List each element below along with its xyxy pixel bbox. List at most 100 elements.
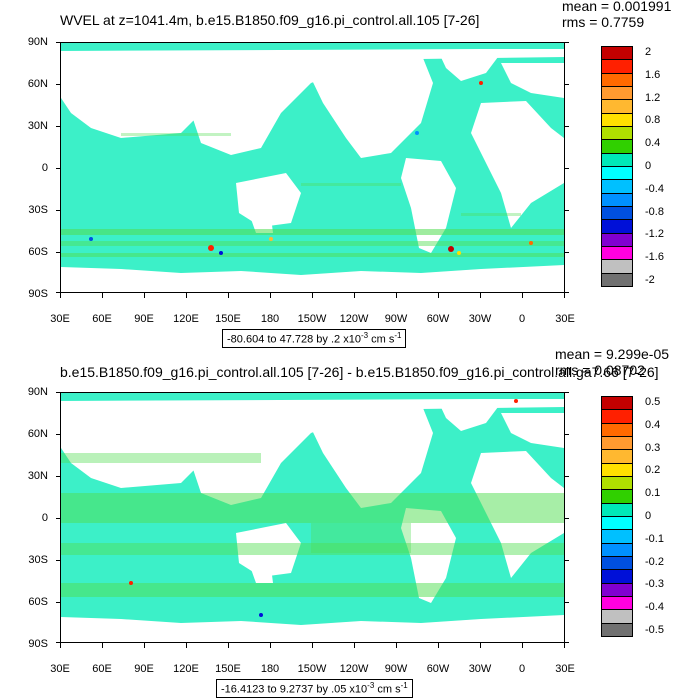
colorbar-label: 1.2	[645, 91, 661, 104]
colorbar-swatch	[601, 449, 633, 464]
lat-tick	[56, 560, 60, 561]
bottom-map-title: b.e15.B1850.f09_g16.pi_control.all.105 […	[60, 364, 659, 380]
lat-label: 0	[41, 512, 48, 524]
lat-tick	[56, 476, 60, 477]
range-unit-exponent: -1	[394, 331, 402, 340]
range-unit: cm s	[368, 333, 395, 346]
lon-label: 30E	[50, 313, 70, 325]
lat-label: 60S	[28, 596, 48, 608]
lon-label: 180	[260, 313, 280, 325]
colorbar-label: -2	[645, 274, 655, 286]
range-text: -16.4123 to 9.2737 by .05 x10	[221, 683, 368, 696]
lon-tick	[144, 643, 145, 648]
lat-label: 60S	[28, 246, 48, 258]
colorbar-swatch	[601, 232, 633, 247]
lat-tick	[56, 392, 60, 393]
lon-tick	[564, 293, 565, 298]
lon-tick	[102, 643, 103, 648]
lat-label: 0	[41, 162, 48, 174]
lon-label: 90W	[384, 313, 408, 325]
top-map-field	[61, 43, 564, 292]
lat-tick	[56, 126, 60, 127]
colorbar-swatch	[601, 409, 633, 424]
lat-tick	[565, 42, 569, 43]
lon-tick	[354, 643, 355, 648]
colorbar-label: 1.6	[645, 68, 661, 81]
colorbar-label: -0.2	[645, 555, 664, 568]
lat-label: 30N	[27, 120, 48, 132]
colorbar-label: 0.5	[645, 396, 661, 408]
colorbar-label: -1.6	[645, 251, 664, 264]
lon-label: 30W	[468, 663, 492, 675]
lon-label: 30W	[468, 313, 492, 325]
colorbar-swatch	[601, 219, 633, 234]
range-text: -80.604 to 47.728 by .2 x10	[227, 333, 361, 346]
colorbar-swatch	[601, 476, 633, 491]
lon-tick	[438, 643, 439, 648]
colorbar-swatch	[601, 516, 633, 531]
lon-tick	[564, 643, 565, 648]
lon-label: 90E	[134, 313, 154, 325]
lat-tick	[565, 560, 569, 561]
lon-tick	[270, 643, 271, 648]
lon-label: 60W	[426, 663, 450, 675]
colorbar-swatch	[601, 126, 633, 141]
colorbar-label: 0.4	[645, 137, 661, 150]
colorbar-label: -0.1	[645, 532, 664, 545]
lon-tick	[396, 643, 397, 648]
colorbar-swatch	[601, 72, 633, 87]
lat-label: 90S	[28, 288, 48, 300]
colorbar-label: -0.8	[645, 205, 664, 218]
colorbar-swatch	[601, 569, 633, 584]
colorbar-swatch	[601, 502, 633, 517]
lon-label: 150W	[297, 313, 327, 325]
lat-tick	[565, 602, 569, 603]
colorbar-swatch	[601, 259, 633, 274]
bottom-contour-range: -16.4123 to 9.2737 by .05 x10-3 cm s-1	[216, 679, 413, 698]
lon-label: 90E	[134, 663, 154, 675]
colorbar-label: -0.5	[645, 624, 664, 636]
lon-tick	[438, 293, 439, 298]
lon-tick	[312, 643, 313, 648]
colorbar-label: 0.1	[645, 487, 661, 500]
lon-tick	[102, 293, 103, 298]
lon-label: 90W	[384, 663, 408, 675]
lon-tick	[480, 643, 481, 648]
range-unit-exponent: -1	[400, 681, 408, 690]
lat-tick	[565, 84, 569, 85]
colorbar-swatch	[601, 206, 633, 221]
range-exponent: -3	[367, 681, 375, 690]
colorbar-swatch	[601, 462, 633, 477]
lat-tick	[56, 42, 60, 43]
lon-label: 150E	[215, 313, 241, 325]
colorbar-swatch	[601, 396, 633, 411]
colorbar-swatch	[601, 582, 633, 597]
colorbar-label: 0.8	[645, 114, 661, 127]
lat-tick	[565, 292, 569, 293]
top-map-title: WVEL at z=1041.4m, b.e15.B1850.f09_g16.p…	[60, 12, 480, 28]
lon-label: 120E	[173, 313, 199, 325]
top-mean-stat: mean = 0.001991	[562, 0, 672, 14]
lon-tick	[312, 293, 313, 298]
colorbar-swatch	[601, 542, 633, 557]
lat-label: 30S	[28, 554, 48, 566]
colorbar-swatch	[601, 529, 633, 544]
lon-tick	[270, 293, 271, 298]
bottom-rms-stat: rms = 0.08702	[555, 362, 645, 378]
bottom-map-panel: b.e15.B1850.f09_g16.pi_control.all.105 […	[0, 346, 700, 700]
lon-label: 120E	[173, 663, 199, 675]
colorbar-label: 0	[645, 510, 652, 522]
colorbar-swatch	[601, 596, 633, 611]
colorbar-label: -0.3	[645, 578, 664, 591]
lon-tick	[228, 293, 229, 298]
lat-label: 90N	[27, 386, 48, 398]
colorbar-swatch	[601, 192, 633, 207]
colorbar-label: -1.2	[645, 228, 664, 241]
colorbar-swatch	[601, 139, 633, 154]
lat-tick	[565, 252, 569, 253]
lon-label: 120W	[339, 313, 369, 325]
lat-label: 60N	[27, 78, 48, 90]
colorbar-swatch	[601, 112, 633, 127]
lat-tick	[565, 476, 569, 477]
top-rms-stat: rms = 0.7759	[562, 14, 645, 30]
